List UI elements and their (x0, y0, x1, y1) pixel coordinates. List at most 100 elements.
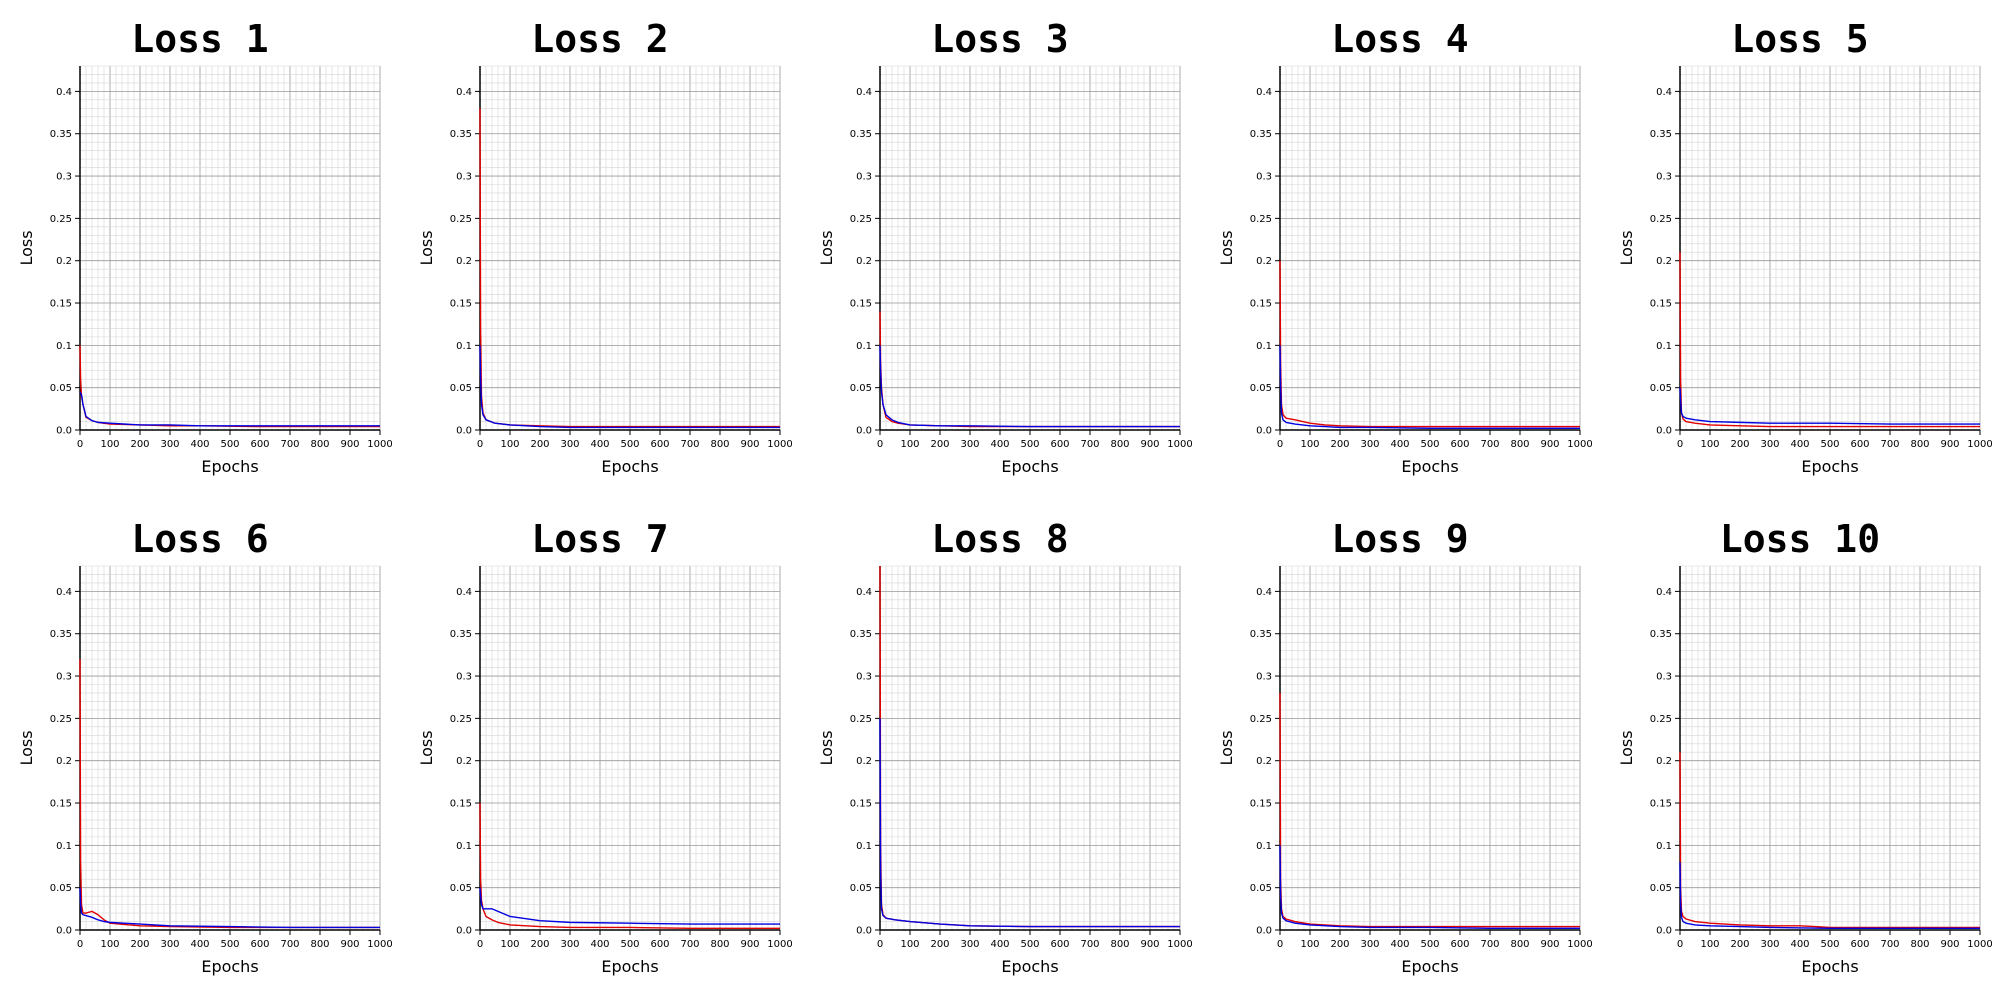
x-tick-label: 200 (130, 939, 149, 950)
chart-title: Loss 1 (131, 17, 268, 61)
y-tick-label: 0.2 (456, 256, 472, 267)
y-tick-label: 0.2 (1656, 256, 1672, 267)
x-axis-label: Epochs (601, 457, 658, 476)
y-tick-label: 0.35 (50, 629, 72, 640)
subplot-1: 0 100 200 300 400 500 600 700 800 900 1000 0.0 0.05 0… (17, 17, 393, 476)
x-tick-label: 100 (1300, 939, 1319, 950)
chart-title: Loss 4 (1331, 17, 1468, 61)
x-tick-label: 700 (280, 939, 299, 950)
chart-title: Loss 2 (531, 17, 668, 61)
y-tick-label: 0.0 (56, 926, 72, 937)
y-axis-label: Loss (1217, 730, 1236, 765)
y-tick-label: 0.2 (1656, 756, 1672, 767)
x-tick-label: 700 (1080, 939, 1099, 950)
x-tick-label: 500 (1020, 939, 1039, 950)
y-tick-label: 0.4 (56, 587, 72, 598)
x-tick-label: 300 (160, 939, 179, 950)
y-tick-label: 0.3 (856, 672, 872, 683)
y-tick-label: 0.35 (50, 129, 72, 140)
x-tick-label: 200 (1330, 939, 1349, 950)
y-tick-label: 0.15 (850, 799, 872, 810)
y-axis-label: Loss (817, 730, 836, 765)
y-tick-label: 0.35 (1250, 129, 1272, 140)
y-tick-label: 0.15 (1250, 299, 1272, 310)
y-tick-label: 0.4 (1256, 587, 1272, 598)
y-tick-label: 0.1 (56, 841, 72, 852)
grid (879, 565, 1181, 931)
x-tick-label: 1000 (367, 939, 392, 950)
x-tick-label: 100 (1700, 939, 1719, 950)
grid (1679, 565, 1981, 931)
y-tick-label: 0.05 (1650, 383, 1672, 394)
y-tick-label: 0.2 (1256, 256, 1272, 267)
x-tick-label: 900 (340, 939, 359, 950)
y-tick-label: 0.05 (1650, 883, 1672, 894)
x-tick-label: 800 (1510, 939, 1529, 950)
x-tick-label: 400 (1390, 939, 1409, 950)
chart-title: Loss 9 (1331, 517, 1468, 561)
y-tick-label: 0.0 (856, 926, 872, 937)
x-tick-label: 200 (530, 439, 549, 450)
series-line-blue (479, 887, 780, 925)
y-tick-label: 0.05 (50, 883, 72, 894)
chart-title: Loss 6 (131, 517, 268, 561)
x-tick-label: 800 (1110, 439, 1129, 450)
x-tick-label: 500 (1820, 939, 1839, 950)
y-tick-label: 0.0 (456, 426, 472, 437)
x-tick-label: 500 (220, 939, 239, 950)
y-tick-label: 0.4 (856, 587, 872, 598)
x-tick-label: 500 (220, 439, 239, 450)
y-tick-label: 0.4 (456, 587, 472, 598)
x-tick-label: 1000 (1167, 939, 1192, 950)
series-line-blue (79, 391, 380, 427)
x-tick-label: 800 (1910, 439, 1929, 450)
subplot-5: 0 100 200 300 400 500 600 700 800 900 1000 0.0 0.05 0… (1617, 17, 1993, 476)
series-line-blue (879, 718, 1180, 928)
series-line-blue (879, 345, 1180, 428)
subplot-10: 0 100 200 300 400 500 600 700 800 900 1000 0.0 0.05 0… (1617, 517, 1993, 976)
x-tick-label: 800 (310, 939, 329, 950)
x-tick-label: 200 (1330, 439, 1349, 450)
x-tick-label: 1000 (1967, 939, 1992, 950)
x-axis-label: Epochs (1801, 457, 1858, 476)
y-tick-label: 0.3 (56, 172, 72, 183)
y-tick-label: 0.1 (1256, 841, 1272, 852)
x-tick-label: 200 (1730, 439, 1749, 450)
series-line-blue (1279, 845, 1580, 930)
series-line-red (79, 659, 380, 929)
x-tick-label: 100 (1700, 439, 1719, 450)
y-tick-label: 0.4 (1656, 87, 1672, 98)
x-tick-label: 100 (1300, 439, 1319, 450)
x-tick-label: 1000 (1567, 939, 1592, 950)
x-tick-label: 1000 (367, 439, 392, 450)
x-tick-label: 0 (477, 939, 483, 950)
x-axis-label: Epochs (601, 957, 658, 976)
y-tick-label: 0.3 (1656, 672, 1672, 683)
y-tick-label: 0.4 (1656, 587, 1672, 598)
x-tick-label: 700 (1480, 939, 1499, 950)
x-tick-label: 600 (1050, 939, 1069, 950)
x-tick-label: 300 (160, 439, 179, 450)
x-tick-label: 100 (900, 439, 919, 450)
x-tick-label: 500 (1020, 439, 1039, 450)
y-tick-label: 0.0 (1656, 926, 1672, 937)
x-tick-label: 100 (100, 439, 119, 450)
x-tick-label: 100 (900, 939, 919, 950)
grid (79, 565, 381, 931)
y-tick-label: 0.1 (56, 341, 72, 352)
series-line-blue (1679, 387, 1980, 425)
y-tick-label: 0.05 (50, 383, 72, 394)
y-tick-label: 0.2 (56, 256, 72, 267)
x-tick-label: 200 (1730, 939, 1749, 950)
y-tick-label: 0.15 (50, 799, 72, 810)
x-axis-label: Epochs (1801, 957, 1858, 976)
x-tick-label: 1000 (1567, 439, 1592, 450)
x-tick-label: 400 (1790, 439, 1809, 450)
y-tick-label: 0.3 (1256, 672, 1272, 683)
x-tick-label: 1000 (767, 939, 792, 950)
series-line-blue (1279, 345, 1580, 430)
y-axis-label: Loss (817, 230, 836, 265)
x-tick-label: 0 (877, 939, 883, 950)
y-axis-label: Loss (417, 730, 436, 765)
